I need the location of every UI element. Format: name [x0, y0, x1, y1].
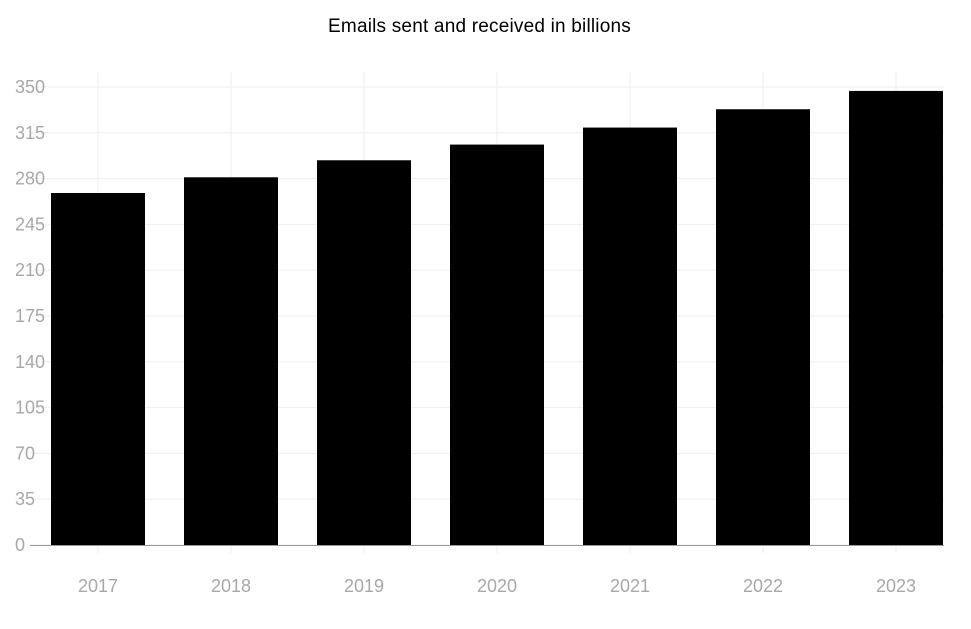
y-tick-label: 315 — [15, 123, 45, 143]
y-tick-label: 280 — [15, 169, 45, 189]
bars — [51, 90, 943, 546]
bar-2023[interactable] — [849, 90, 943, 545]
x-tick-label: 2022 — [743, 576, 783, 596]
y-tick-label: 0 — [15, 535, 25, 555]
y-tick-label: 70 — [15, 443, 35, 463]
x-tick-label: 2019 — [344, 576, 384, 596]
y-tick-label: 210 — [15, 260, 45, 280]
x-axis-ticks: 2017 2018 2019 2020 2021 2022 2023 — [78, 576, 916, 596]
y-axis-ticks: 0 35 70 105 140 175 210 245 280 315 350 — [15, 77, 45, 555]
x-tick-label: 2023 — [876, 576, 916, 596]
bar-2021[interactable] — [583, 127, 677, 546]
bar-2020[interactable] — [450, 144, 544, 545]
y-tick-label: 350 — [15, 77, 45, 97]
chart-title: Emails sent and received in billions — [328, 16, 631, 37]
y-tick-label: 245 — [15, 214, 45, 234]
y-tick-label: 175 — [15, 306, 45, 326]
bar-2019[interactable] — [317, 160, 411, 545]
x-tick-label: 2021 — [610, 576, 650, 596]
bar-2022[interactable] — [716, 109, 810, 545]
x-tick-label: 2018 — [211, 576, 251, 596]
x-tick-label: 2017 — [78, 576, 118, 596]
bar-2017[interactable] — [51, 192, 145, 545]
y-tick-label: 35 — [15, 489, 35, 509]
y-tick-label: 105 — [15, 398, 45, 418]
y-tick-label: 140 — [15, 352, 45, 372]
x-tick-label: 2020 — [477, 576, 517, 596]
bar-2018[interactable] — [184, 177, 278, 545]
